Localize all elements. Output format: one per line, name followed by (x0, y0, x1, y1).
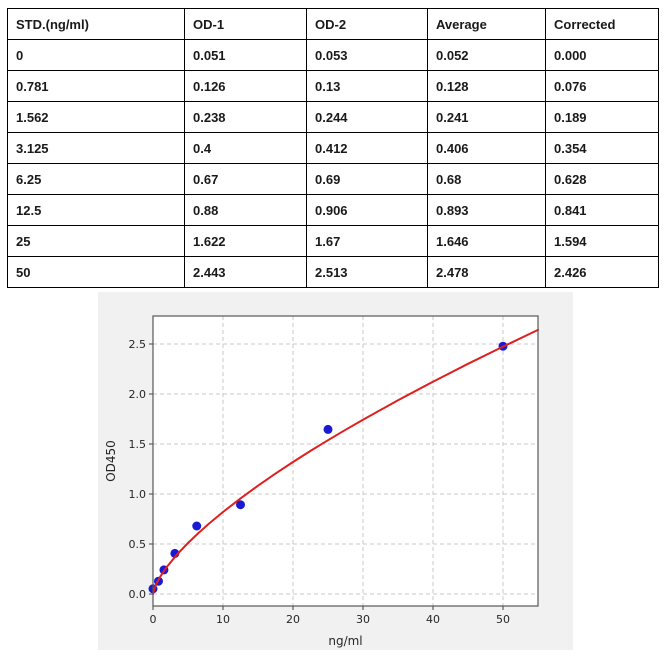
standard-curve-figure: 0 10 20 30 40 50 0.0 0.5 1.0 1.5 2.0 2.5 ng/ml OD450 (98, 292, 573, 650)
x-tick-label: 50 (496, 613, 510, 626)
x-axis-label: ng/ml (328, 634, 362, 648)
table-cell: 0.893 (427, 194, 546, 226)
table-cell: 0.67 (184, 163, 307, 195)
plot-border (152, 315, 539, 607)
table-row: 6.25 0.67 0.69 0.68 0.628 (7, 163, 659, 195)
table-header-row: STD.(ng/ml) OD-1 OD-2 Average Corrected (7, 8, 659, 40)
x-tick-label: 10 (216, 613, 230, 626)
table-cell: 1.67 (306, 225, 428, 257)
table-cell: 0.406 (427, 132, 546, 164)
standard-curve-chart: 0 10 20 30 40 50 0.0 0.5 1.0 1.5 2.0 2.5 ng/ml OD450 (104, 315, 539, 648)
data-point (192, 521, 202, 531)
table-cell: 50 (7, 256, 185, 288)
table-cell: 0.052 (427, 39, 546, 71)
table-cell: 1.646 (427, 225, 546, 257)
table-cell: 1.562 (7, 101, 185, 133)
col-header-od2: OD-2 (306, 8, 428, 40)
x-tick-label: 0 (150, 613, 157, 626)
y-tick-label: 0.0 (129, 588, 147, 601)
col-header-average: Average (427, 8, 546, 40)
table-cell: 2.426 (545, 256, 659, 288)
table-cell: 6.25 (7, 163, 185, 195)
table-cell: 1.622 (184, 225, 307, 257)
col-header-std: STD.(ng/ml) (7, 8, 185, 40)
data-point (236, 500, 245, 510)
table-row: 25 1.622 1.67 1.646 1.594 (7, 225, 659, 257)
table-row: 0 0.051 0.053 0.052 0.000 (7, 39, 659, 71)
x-tick-label: 40 (426, 613, 440, 626)
table-cell: 0.244 (306, 101, 428, 133)
table-cell: 0.126 (184, 70, 307, 102)
y-tick-label: 1.5 (129, 438, 147, 451)
x-tick-label: 20 (286, 613, 300, 626)
table-cell: 0.13 (306, 70, 428, 102)
fit-curve-line (152, 328, 539, 595)
table-cell: 0.781 (7, 70, 185, 102)
standards-table: STD.(ng/ml) OD-1 OD-2 Average Corrected … (7, 8, 659, 288)
table-cell: 0.906 (306, 194, 428, 226)
y-tick-label: 2.5 (129, 338, 147, 351)
table-row: 3.125 0.4 0.412 0.406 0.354 (7, 132, 659, 164)
table-cell: 0 (7, 39, 185, 71)
y-tick-label: 2.0 (129, 388, 147, 401)
col-header-od1: OD-1 (184, 8, 307, 40)
table-cell: 2.478 (427, 256, 546, 288)
table-row: 0.781 0.126 0.13 0.128 0.076 (7, 70, 659, 102)
y-axis-label: OD450 (104, 440, 118, 482)
table-cell: 0.628 (545, 163, 659, 195)
table-cell: 2.513 (306, 256, 428, 288)
table-cell: 0.354 (545, 132, 659, 164)
table-body: 0 0.051 0.053 0.052 0.000 0.781 0.126 0.13 0.128… (7, 39, 659, 288)
table-cell: 0.051 (184, 39, 307, 71)
table-row: 50 2.443 2.513 2.478 2.426 (7, 256, 659, 288)
table-cell: 0.69 (306, 163, 428, 195)
table-cell: 0.841 (545, 194, 659, 226)
table-cell: 25 (7, 225, 185, 257)
plot-area (153, 316, 538, 606)
y-tick-label: 1.0 (129, 488, 147, 501)
col-header-corrected: Corrected (545, 8, 659, 40)
table-row: 12.5 0.88 0.906 0.893 0.841 (7, 194, 659, 226)
table-cell: 0.4 (184, 132, 307, 164)
y-tick-label: 0.5 (129, 538, 147, 551)
table-cell: 12.5 (7, 194, 185, 226)
table-cell: 0.412 (306, 132, 428, 164)
table-cell: 1.594 (545, 225, 659, 257)
table-cell: 0.238 (184, 101, 307, 133)
table-cell: 0.000 (545, 39, 659, 71)
table-cell: 0.053 (306, 39, 428, 71)
table-cell: 0.88 (184, 194, 307, 226)
data-point (323, 424, 333, 434)
table-row: 1.562 0.238 0.244 0.241 0.189 (7, 101, 659, 133)
table-cell: 0.076 (545, 70, 659, 102)
table-cell: 3.125 (7, 132, 185, 164)
table-cell: 0.189 (545, 101, 659, 133)
table-cell: 0.128 (427, 70, 546, 102)
table-cell: 0.68 (427, 163, 546, 195)
table-cell: 0.241 (427, 101, 546, 133)
table-cell: 2.443 (184, 256, 307, 288)
x-tick-label: 30 (356, 613, 370, 626)
